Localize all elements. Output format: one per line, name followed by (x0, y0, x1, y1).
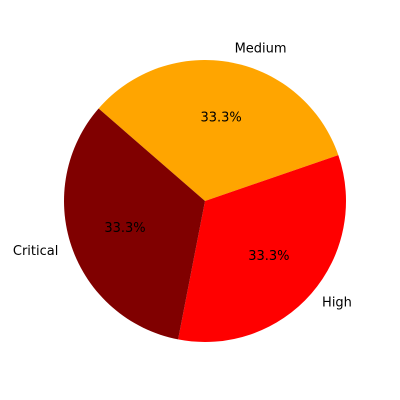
pie-percent-labels: 33.3% 33.3% 33.3% (104, 110, 289, 264)
pie-slices (64, 60, 347, 343)
pie-category-label: Medium (235, 41, 287, 56)
pie-category-labels: Medium High Critical (13, 41, 352, 310)
pie-slice-high (178, 155, 347, 343)
pie-category-label: Critical (13, 244, 58, 259)
pie-category-label: High (322, 295, 352, 310)
pie-percent-label: 33.3% (248, 249, 289, 264)
pie-percent-label: 33.3% (104, 221, 145, 236)
pie-slice-medium (98, 60, 339, 201)
pie-slice-critical (64, 108, 205, 340)
pie-percent-label: 33.3% (200, 110, 241, 125)
